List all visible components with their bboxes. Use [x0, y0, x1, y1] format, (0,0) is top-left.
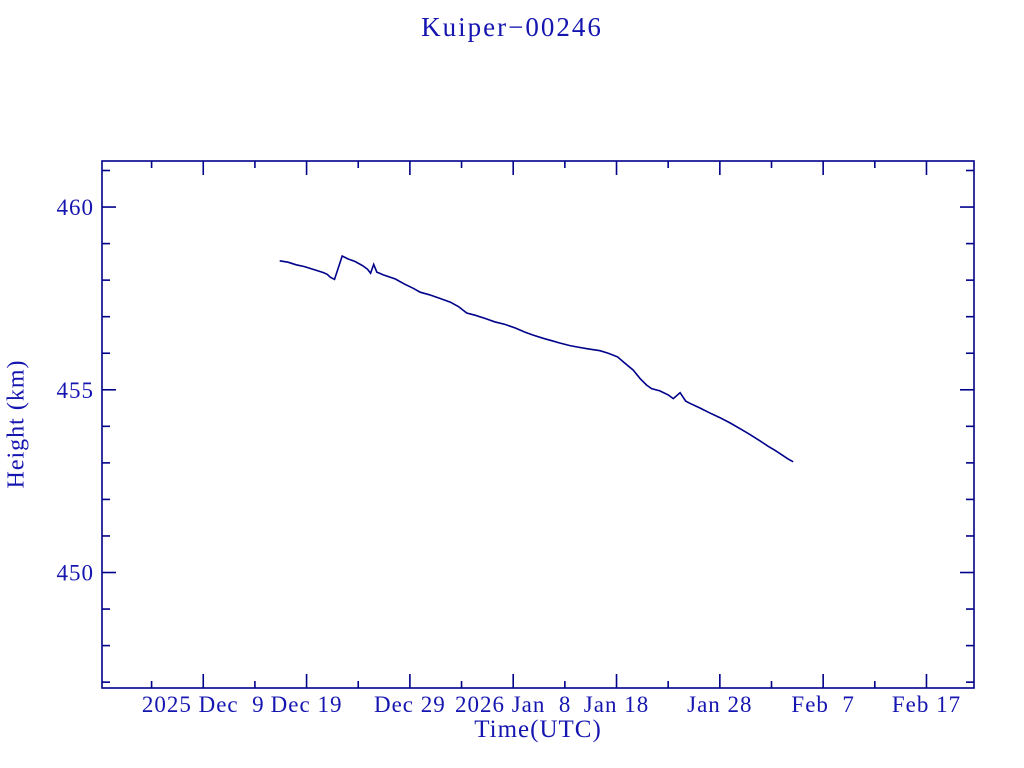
- x-tick-label: Feb 7: [791, 692, 855, 717]
- x-tick-label: Dec 29: [374, 692, 446, 717]
- x-tick-label: 2025 Dec 9: [142, 692, 265, 717]
- x-tick-label: Dec 19: [271, 692, 343, 717]
- y-axis-title: Height (km): [3, 359, 30, 489]
- y-tick-label: 460: [57, 195, 95, 220]
- plot-frame: [101, 160, 975, 689]
- x-tick-label: 2026 Jan 8: [455, 692, 571, 717]
- y-tick-label: 450: [57, 561, 95, 586]
- x-tick-label: Jan 18: [584, 692, 649, 717]
- x-tick-label: Feb 17: [892, 692, 961, 717]
- x-axis-title: Time(UTC): [474, 716, 602, 743]
- x-tick-label: Jan 28: [687, 692, 752, 717]
- height-series-line: [279, 254, 794, 463]
- y-tick-label: 455: [57, 378, 95, 403]
- chart-title: Kuiper−00246: [421, 12, 603, 42]
